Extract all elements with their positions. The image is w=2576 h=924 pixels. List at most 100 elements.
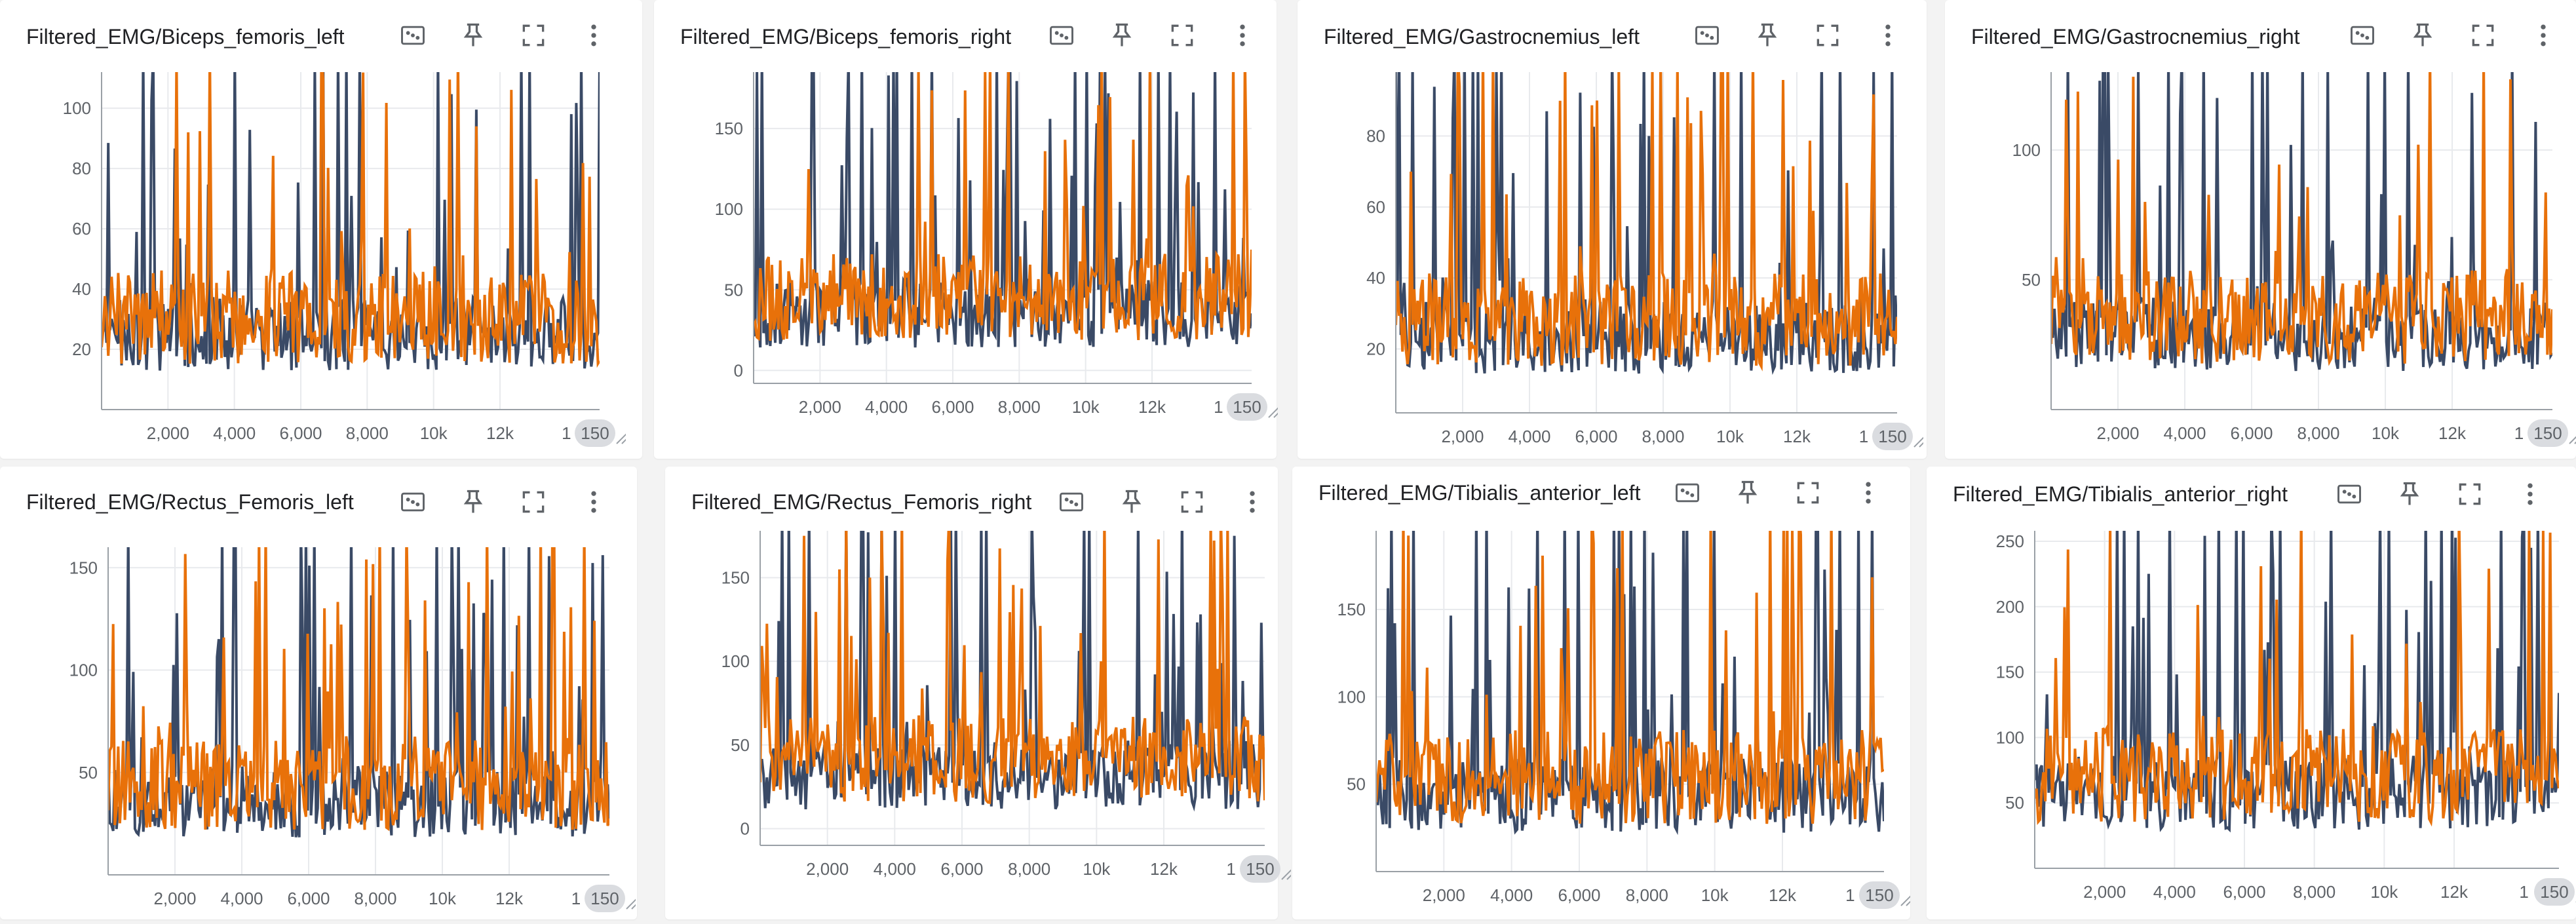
x-tick-label: 8,000 bbox=[998, 397, 1041, 417]
fullscreen-button[interactable] bbox=[2450, 476, 2489, 515]
line-chart[interactable]: 0 50 100 150 2,000 4,000 6,000 8,000 10k 12k 1 150 bbox=[682, 72, 1278, 433]
x-axis-overflow-label: 150 bbox=[2540, 882, 2568, 902]
fullscreen-button[interactable] bbox=[1808, 17, 1847, 56]
pin-button[interactable] bbox=[453, 484, 493, 523]
x-tick-label: 4,000 bbox=[213, 423, 256, 443]
series-line-run-b bbox=[1376, 531, 1884, 824]
fullscreen-button[interactable] bbox=[2463, 17, 2503, 56]
x-tick-label: 8,000 bbox=[1626, 885, 1668, 905]
chart-svg: 50 100 150 2,000 4,000 6,000 8,000 10k 12k 1 150 bbox=[1337, 531, 1910, 909]
more-vert-icon bbox=[1238, 488, 1267, 520]
x-tick-label: 10k bbox=[2370, 882, 2398, 902]
data-selection-button[interactable] bbox=[1668, 474, 1707, 514]
fullscreen-icon bbox=[519, 488, 548, 520]
fullscreen-button[interactable] bbox=[514, 17, 553, 56]
data-selection-button[interactable] bbox=[2343, 17, 2382, 56]
more-vert-button[interactable] bbox=[1233, 484, 1272, 523]
x-axis-overflow-label: 150 bbox=[2533, 423, 2562, 443]
pin-button[interactable] bbox=[1728, 474, 1767, 514]
line-chart[interactable]: 50 100 150 2,000 4,000 6,000 8,000 10k 12k 1 150 bbox=[1304, 531, 1910, 921]
y-tick-label: 50 bbox=[2005, 793, 2024, 813]
pin-button[interactable] bbox=[453, 17, 493, 56]
scalar-card: Filtered_EMG/Rectus_Femoris_left 50 100 150… bbox=[0, 467, 637, 919]
x-tick-label: 1 bbox=[2514, 423, 2524, 443]
y-tick-label: 200 bbox=[1996, 597, 2024, 617]
data-selection-button[interactable] bbox=[1052, 484, 1091, 523]
more-vert-button[interactable] bbox=[2524, 17, 2563, 56]
x-tick-label: 12k bbox=[1783, 427, 1811, 446]
x-tick-label: 8,000 bbox=[346, 423, 389, 443]
data-selection-button[interactable] bbox=[2330, 476, 2369, 515]
x-axis-overflow-label: 150 bbox=[1233, 397, 1261, 417]
x-axis-overflow-chip bbox=[2534, 878, 2575, 906]
fullscreen-icon bbox=[519, 21, 548, 53]
pin-icon bbox=[459, 21, 488, 53]
x-tick-label: 12k bbox=[2440, 882, 2469, 902]
pin-button[interactable] bbox=[2403, 17, 2442, 56]
data-selection-button[interactable] bbox=[1042, 17, 1081, 56]
x-tick-label: 10k bbox=[429, 889, 457, 908]
x-tick-label: 2,000 bbox=[806, 859, 849, 879]
x-axis-overflow-label: 150 bbox=[590, 889, 619, 908]
y-tick-label: 50 bbox=[724, 280, 743, 299]
more-vert-button[interactable] bbox=[2510, 476, 2550, 515]
x-tick-label: 4,000 bbox=[874, 859, 916, 879]
y-tick-label: 80 bbox=[1366, 126, 1385, 146]
resize-handle-icon bbox=[1281, 869, 1291, 880]
x-tick-label: 2,000 bbox=[2096, 423, 2139, 443]
chart-svg: 0 50 100 150 2,000 4,000 6,000 8,000 10k 12k 1 150 bbox=[715, 72, 1278, 421]
x-axis-overflow-chip bbox=[575, 419, 615, 447]
y-tick-label: 150 bbox=[715, 119, 743, 138]
x-tick-label: 10k bbox=[1701, 885, 1729, 905]
x-axis-overflow-label: 150 bbox=[1878, 427, 1906, 446]
y-tick-label: 100 bbox=[2012, 140, 2041, 160]
line-chart[interactable]: 50 100 150 2,000 4,000 6,000 8,000 10k 12k 1 150 bbox=[36, 547, 636, 924]
fullscreen-button[interactable] bbox=[1163, 17, 1202, 56]
data-selection-button[interactable] bbox=[1687, 17, 1727, 56]
data-selection-button[interactable] bbox=[393, 17, 433, 56]
y-tick-label: 80 bbox=[72, 159, 91, 178]
x-axis-overflow-label: 150 bbox=[581, 423, 609, 443]
x-tick-label: 10k bbox=[420, 423, 448, 443]
series-line-run-b bbox=[2051, 72, 2552, 366]
x-tick-label: 4,000 bbox=[2153, 882, 2196, 902]
line-chart[interactable]: 50 100 150 200 250 2,000 4,000 6,000 8,000 10k 12k… bbox=[1963, 531, 2576, 917]
more-vert-button[interactable] bbox=[574, 484, 613, 523]
chart-svg: 0 50 100 150 2,000 4,000 6,000 8,000 10k 12k 1 150 bbox=[721, 531, 1291, 883]
fullscreen-button[interactable] bbox=[514, 484, 553, 523]
pin-button[interactable] bbox=[2390, 476, 2429, 515]
x-axis-overflow-chip bbox=[1240, 855, 1280, 883]
pin-button[interactable] bbox=[1112, 484, 1151, 523]
more-vert-button[interactable] bbox=[1868, 17, 1908, 56]
line-chart[interactable]: 20 40 60 80 100 2,000 4,000 6,000 8,000 10k 12k 1 15… bbox=[29, 72, 626, 459]
line-chart[interactable]: 20 40 60 80 2,000 4,000 6,000 8,000 10k 12k 1 150 bbox=[1324, 72, 1923, 462]
x-tick-label: 6,000 bbox=[940, 859, 983, 879]
x-tick-label: 8,000 bbox=[1642, 427, 1684, 446]
card-toolbar bbox=[1052, 484, 1272, 523]
x-tick-label: 4,000 bbox=[1490, 885, 1533, 905]
fullscreen-button[interactable] bbox=[1172, 484, 1212, 523]
data-selection-icon bbox=[398, 488, 427, 520]
line-chart[interactable]: 50 100 2,000 4,000 6,000 8,000 10k 12k 1 150 bbox=[1979, 72, 2576, 459]
more-vert-button[interactable] bbox=[1223, 17, 1262, 56]
y-tick-label: 100 bbox=[1337, 687, 1366, 706]
chart-svg: 50 100 150 2,000 4,000 6,000 8,000 10k 12k 1 150 bbox=[69, 547, 636, 912]
x-tick-label: 12k bbox=[1150, 859, 1178, 879]
more-vert-button[interactable] bbox=[574, 17, 613, 56]
x-axis-overflow-chip bbox=[585, 885, 625, 912]
fullscreen-button[interactable] bbox=[1788, 474, 1828, 514]
card-title: Filtered_EMG/Rectus_Femoris_left bbox=[26, 490, 354, 514]
more-vert-icon bbox=[579, 488, 608, 520]
pin-icon bbox=[2395, 480, 2424, 512]
data-selection-button[interactable] bbox=[393, 484, 433, 523]
data-selection-icon bbox=[2348, 21, 2377, 53]
pin-button[interactable] bbox=[1748, 17, 1787, 56]
y-tick-label: 40 bbox=[72, 279, 91, 299]
pin-button[interactable] bbox=[1102, 17, 1142, 56]
scalar-card: Filtered_EMG/Gastrocnemius_right 50 100 2,0… bbox=[1945, 0, 2576, 459]
line-chart[interactable]: 0 50 100 150 2,000 4,000 6,000 8,000 10k 12k 1 150 bbox=[688, 531, 1291, 895]
more-vert-button[interactable] bbox=[1849, 474, 1888, 514]
card-toolbar bbox=[1042, 17, 1262, 56]
data-selection-icon bbox=[2335, 480, 2364, 512]
series-line-run-b bbox=[2035, 531, 2559, 827]
